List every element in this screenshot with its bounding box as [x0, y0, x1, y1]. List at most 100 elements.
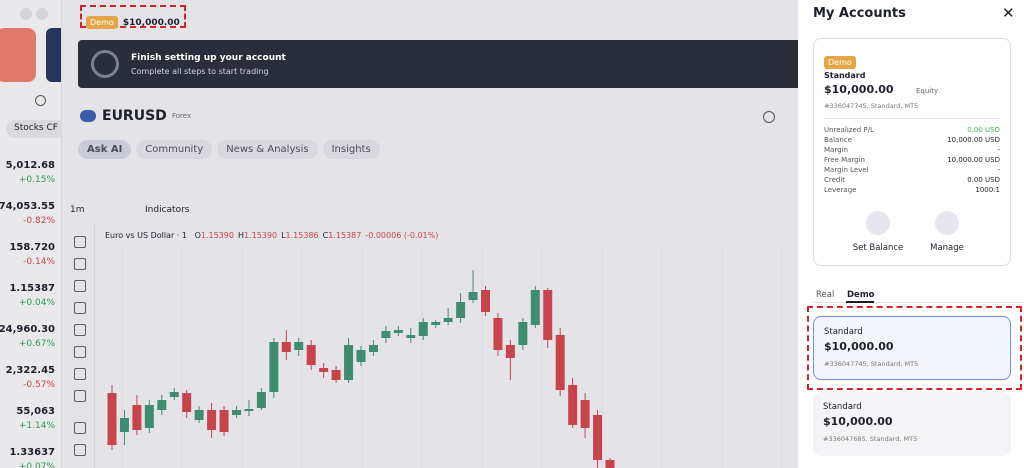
instrument-tab[interactable]: Community: [136, 140, 213, 159]
detail-row: Balance 10,000.00 USD: [824, 136, 1000, 144]
legend-key: O: [194, 231, 201, 240]
candle-body: [580, 400, 590, 428]
legend-value: 1.15387: [328, 231, 362, 240]
flag-icon: [80, 110, 96, 122]
quote-price: 158.720: [9, 242, 55, 253]
account-item[interactable]: Standard $10,000.00 #336047685, Standard, …: [813, 392, 1011, 456]
tool[interactable]: [74, 422, 86, 434]
tool[interactable]: [74, 258, 86, 270]
candle-body: [381, 331, 391, 338]
banner-title: Finish setting up your account: [131, 53, 286, 63]
banner-subtitle: Complete all steps to start trading: [131, 67, 269, 76]
detail-value: -: [997, 146, 1000, 154]
candle-body: [530, 290, 540, 325]
tool[interactable]: [74, 280, 86, 292]
detail-row: Margin -: [824, 146, 1000, 154]
back-button[interactable]: [20, 8, 32, 20]
header-balance: $10,000.00: [122, 18, 180, 28]
candle-body: [194, 410, 204, 420]
indicators-button[interactable]: Indicators: [145, 205, 190, 215]
candle-body: [505, 345, 515, 358]
quote-price: 24,960.30: [0, 324, 55, 335]
tool[interactable]: [74, 444, 86, 456]
detail-label: Balance: [824, 136, 852, 144]
tool[interactable]: [74, 324, 86, 336]
legend-key: H: [237, 231, 244, 240]
candle-body: [107, 393, 117, 445]
detail-value: 10,000.00 USD: [947, 156, 1000, 164]
quote-price: 74,053.55: [0, 201, 55, 212]
tool[interactable]: [74, 236, 86, 248]
promo-thumbnail[interactable]: [0, 28, 36, 82]
sidebar: Stocks CF 5,012.68 +0.15% 74,053.55 -0.82% 1…: [0, 0, 62, 468]
market: Forex: [172, 112, 192, 120]
chart-title: Euro vs US Dollar · 1: [105, 231, 188, 240]
quote-price: 1.15387: [9, 283, 55, 294]
demo-badge: Demo: [86, 16, 118, 29]
candle-body: [468, 292, 478, 300]
action-icon[interactable]: [866, 211, 890, 235]
promo-card[interactable]: [46, 28, 61, 82]
market-tab[interactable]: Stocks CF: [6, 120, 61, 138]
tool[interactable]: [74, 368, 86, 380]
close-button[interactable]: ✕: [1002, 4, 1015, 22]
main-area: Demo $10,000.00 Finish setting up your a…: [62, 0, 798, 468]
search-icon[interactable]: [35, 95, 46, 106]
candle-body: [543, 290, 553, 340]
tool[interactable]: [74, 302, 86, 314]
info-icon[interactable]: [763, 111, 775, 123]
candle-body: [306, 345, 316, 365]
account-balance: $10,000.00: [823, 415, 893, 428]
detail-row: Unrealized P/L 0.00 USD: [824, 126, 1000, 134]
candle-body: [493, 318, 503, 350]
quote-change: +0.67%: [18, 339, 55, 349]
account-plan: Standard: [823, 402, 862, 412]
divider: [824, 118, 1000, 119]
chart-legend: Euro vs US Dollar · 1 O1.15390 H1.15390 L1…: [105, 231, 438, 240]
account-id: #336047745, Standard, MT5: [824, 102, 919, 110]
instrument-tab[interactable]: News & Analysis: [217, 140, 318, 159]
legend-value: 1.15390: [243, 231, 278, 240]
accounts-panel: My Accounts ✕ Demo Standard $10,000.00 E…: [798, 0, 1024, 468]
candle-body: [219, 410, 229, 432]
candle-body: [344, 345, 354, 380]
account-item[interactable]: Standard $10,000.00 #336047745, Standard, …: [813, 316, 1011, 380]
candle-body: [456, 302, 466, 318]
quote-change: +0.04%: [18, 298, 55, 308]
candle-body: [119, 418, 129, 432]
detail-row: Margin Level -: [824, 166, 1000, 174]
candle-body: [356, 350, 366, 362]
account-tab[interactable]: Demo: [847, 290, 875, 300]
setup-banner[interactable]: Finish setting up your account Complete …: [78, 40, 798, 88]
forward-button[interactable]: [36, 8, 48, 20]
detail-label: Unrealized P/L: [824, 126, 874, 134]
candlestick-chart: [107, 245, 783, 468]
action-icon[interactable]: [935, 211, 959, 235]
demo-badge: Demo: [824, 56, 856, 69]
legend-value: 1.15390: [200, 231, 234, 240]
quote-price: 1.33637: [9, 447, 55, 458]
interval[interactable]: 1m: [70, 205, 85, 215]
detail-value: 0.00 USD: [967, 176, 1000, 184]
account-id: #336047685, Standard, MT5: [823, 435, 918, 443]
detail-value: 0.00 USD: [967, 126, 1000, 134]
candle-body: [319, 368, 329, 372]
quote-change: +1.14%: [18, 421, 55, 431]
candle-body: [331, 370, 341, 380]
account-tab[interactable]: Real: [816, 290, 835, 300]
detail-value: -: [997, 166, 1000, 174]
account-switcher[interactable]: Demo $10,000.00: [80, 5, 186, 29]
candle-body: [443, 318, 453, 322]
candle-body: [605, 460, 615, 468]
quote-price: 5,012.68: [5, 160, 55, 171]
instrument-tab[interactable]: Insights: [322, 140, 380, 159]
instrument-tab[interactable]: Ask AI: [78, 140, 132, 159]
candle-body: [593, 415, 603, 460]
equity: $10,000.00: [824, 83, 894, 96]
detail-label: Margin Level: [824, 166, 869, 174]
tool[interactable]: [74, 390, 86, 402]
quote-change: +0.15%: [18, 175, 55, 185]
quote-change: -0.82%: [23, 216, 55, 226]
tool[interactable]: [74, 346, 86, 358]
